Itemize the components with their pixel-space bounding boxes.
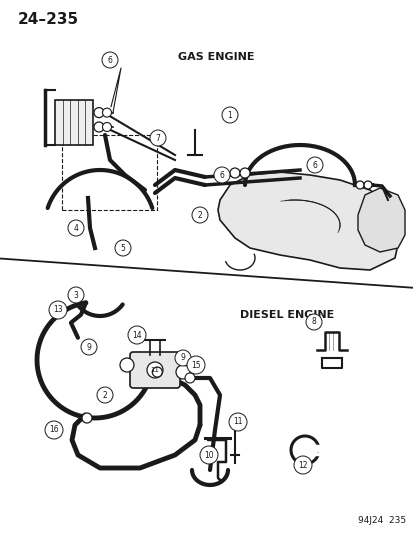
Circle shape bbox=[102, 108, 111, 117]
Text: 94J24  235: 94J24 235 bbox=[357, 516, 405, 525]
Bar bbox=[62, 135, 157, 210]
Text: 12: 12 bbox=[297, 461, 307, 470]
Text: 1: 1 bbox=[227, 110, 232, 119]
Circle shape bbox=[228, 413, 247, 431]
Text: 13: 13 bbox=[53, 305, 63, 314]
Circle shape bbox=[81, 339, 97, 355]
Text: 6: 6 bbox=[107, 55, 112, 64]
Text: 2: 2 bbox=[197, 211, 202, 220]
Circle shape bbox=[230, 168, 240, 178]
Text: 7: 7 bbox=[155, 133, 160, 142]
Text: 16: 16 bbox=[49, 425, 59, 434]
Text: 6: 6 bbox=[312, 160, 317, 169]
Text: 9: 9 bbox=[180, 353, 185, 362]
Circle shape bbox=[115, 240, 131, 256]
Circle shape bbox=[305, 314, 321, 330]
Text: 4: 4 bbox=[74, 223, 78, 232]
Circle shape bbox=[82, 413, 92, 423]
Text: DIESEL ENGINE: DIESEL ENGINE bbox=[240, 310, 333, 320]
Text: 8: 8 bbox=[311, 318, 316, 327]
Circle shape bbox=[240, 168, 249, 178]
Circle shape bbox=[94, 122, 104, 132]
Text: GAS ENGINE: GAS ENGINE bbox=[178, 52, 254, 62]
Circle shape bbox=[152, 367, 162, 377]
Text: 5: 5 bbox=[120, 244, 125, 253]
Circle shape bbox=[221, 107, 237, 123]
Circle shape bbox=[45, 421, 63, 439]
Text: 2: 2 bbox=[102, 391, 107, 400]
Circle shape bbox=[97, 387, 113, 403]
Text: 9: 9 bbox=[86, 343, 91, 351]
Bar bbox=[55, 100, 93, 145]
Circle shape bbox=[306, 157, 322, 173]
Circle shape bbox=[187, 356, 204, 374]
Circle shape bbox=[199, 446, 218, 464]
Text: 11: 11 bbox=[233, 417, 242, 426]
Text: 14: 14 bbox=[132, 330, 142, 340]
Circle shape bbox=[192, 207, 207, 223]
Polygon shape bbox=[357, 188, 404, 252]
FancyBboxPatch shape bbox=[130, 352, 180, 388]
Circle shape bbox=[68, 220, 84, 236]
Circle shape bbox=[185, 373, 195, 383]
Circle shape bbox=[102, 52, 118, 68]
Circle shape bbox=[363, 181, 371, 189]
Circle shape bbox=[68, 287, 84, 303]
Circle shape bbox=[128, 326, 146, 344]
Text: 10: 10 bbox=[204, 450, 213, 459]
Circle shape bbox=[355, 181, 363, 189]
Circle shape bbox=[175, 350, 190, 366]
Circle shape bbox=[214, 167, 230, 183]
Polygon shape bbox=[218, 172, 399, 270]
Circle shape bbox=[293, 456, 311, 474]
Circle shape bbox=[147, 362, 163, 378]
Circle shape bbox=[94, 108, 104, 118]
Text: 24–235: 24–235 bbox=[18, 12, 79, 27]
Text: 6: 6 bbox=[219, 171, 224, 180]
Circle shape bbox=[176, 365, 190, 379]
Text: 11: 11 bbox=[150, 367, 159, 373]
Circle shape bbox=[102, 123, 111, 132]
Circle shape bbox=[49, 301, 67, 319]
Circle shape bbox=[120, 358, 134, 372]
Circle shape bbox=[150, 130, 166, 146]
Text: 3: 3 bbox=[74, 290, 78, 300]
Text: 15: 15 bbox=[191, 360, 200, 369]
